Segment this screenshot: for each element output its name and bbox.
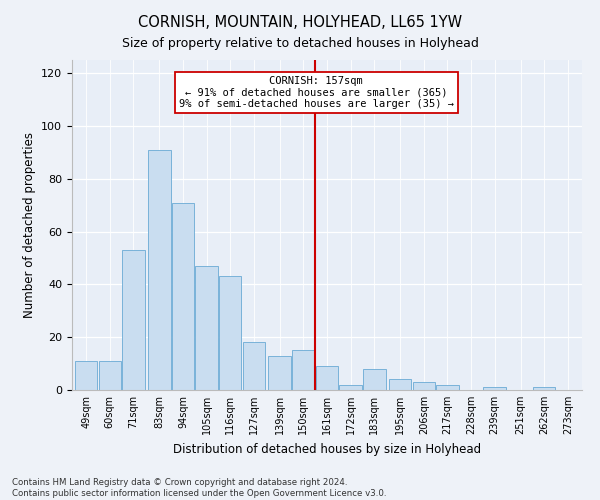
Bar [484,388,506,390]
Bar [122,250,145,390]
Bar [292,350,314,390]
Bar [98,361,121,390]
Bar [436,384,458,390]
Bar [75,361,97,390]
Bar [242,342,265,390]
Text: Size of property relative to detached houses in Holyhead: Size of property relative to detached ho… [122,38,478,51]
Bar [389,380,412,390]
Bar [172,202,194,390]
Bar [268,356,291,390]
Bar [533,388,556,390]
Bar [413,382,435,390]
Bar [340,384,362,390]
Bar [363,369,386,390]
Bar [196,266,218,390]
Bar [316,366,338,390]
Y-axis label: Number of detached properties: Number of detached properties [23,132,35,318]
X-axis label: Distribution of detached houses by size in Holyhead: Distribution of detached houses by size … [173,442,481,456]
Text: Contains HM Land Registry data © Crown copyright and database right 2024.
Contai: Contains HM Land Registry data © Crown c… [12,478,386,498]
Text: CORNISH: 157sqm
← 91% of detached houses are smaller (365)
9% of semi-detached h: CORNISH: 157sqm ← 91% of detached houses… [179,76,454,109]
Bar [219,276,241,390]
Bar [148,150,170,390]
Text: CORNISH, MOUNTAIN, HOLYHEAD, LL65 1YW: CORNISH, MOUNTAIN, HOLYHEAD, LL65 1YW [138,15,462,30]
